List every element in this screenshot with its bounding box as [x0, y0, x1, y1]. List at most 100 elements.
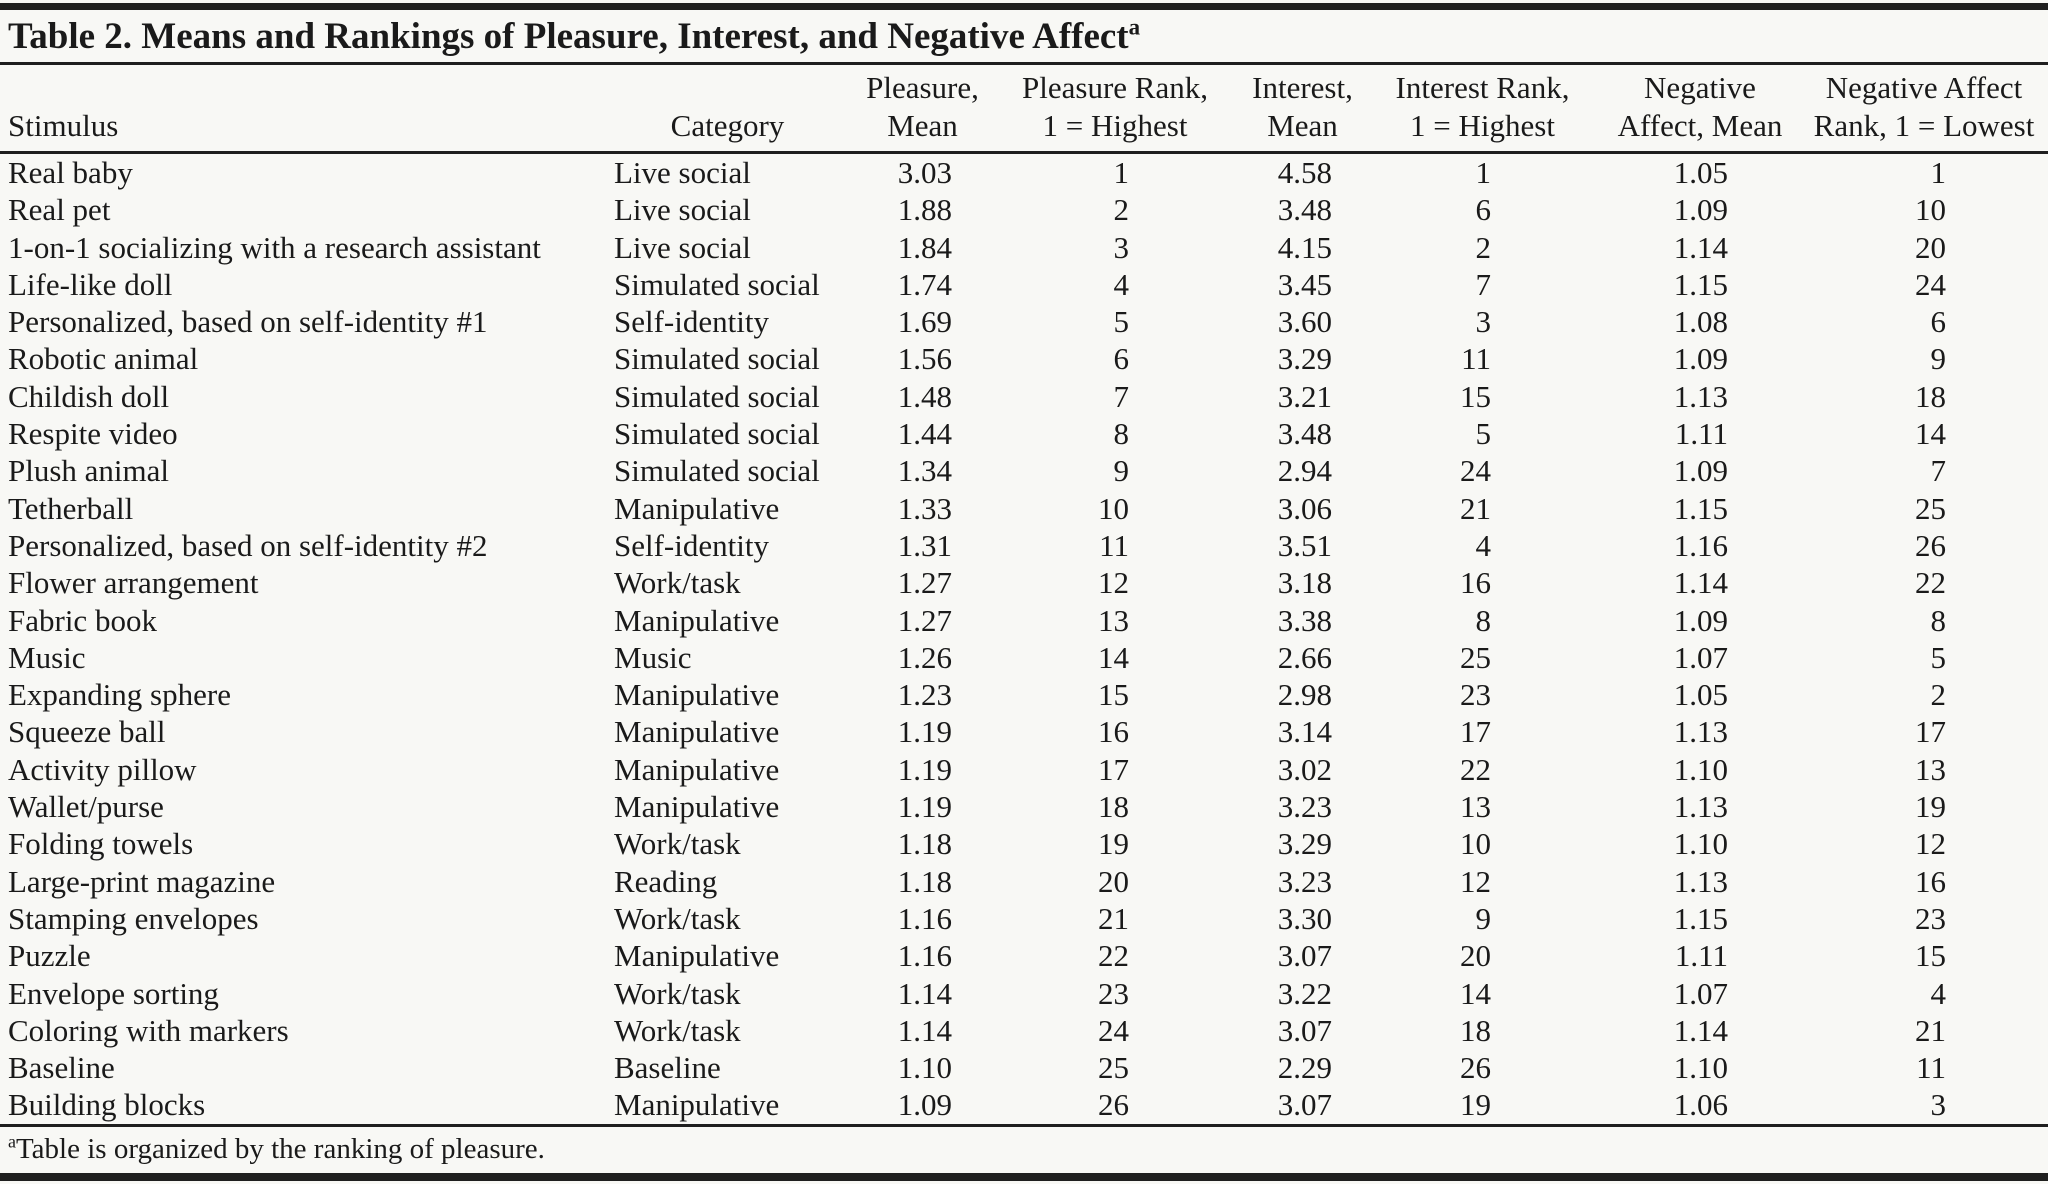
table-row: Large-print magazine Reading 1.18 20 3.2…	[0, 863, 2048, 900]
interest-rank-cell: 25	[1460, 639, 1491, 675]
category-cell: Live social	[614, 192, 751, 228]
footnote-marker: a	[8, 1131, 16, 1152]
category-cell: Manipulative	[614, 602, 780, 638]
category-cell: Manipulative	[614, 751, 780, 787]
column-header-stimulus: Stimulus	[8, 108, 119, 143]
pleasure-rank-cell: 9	[1113, 453, 1130, 489]
pleasure-rank-cell: 5	[1113, 304, 1130, 340]
interest-mean-cell: 3.29	[1277, 341, 1332, 377]
stimulus-cell: Life-like doll	[8, 266, 173, 302]
interest-mean-cell: 3.07	[1277, 1012, 1332, 1048]
category-cell: Manipulative	[614, 490, 780, 526]
interest-rank-cell: 10	[1460, 826, 1491, 862]
pleasure-mean-cell: 1.56	[897, 341, 952, 377]
table-row: Fabric book Manipulative 1.27 13 3.38 8 …	[0, 602, 2048, 639]
interest-mean-cell: 3.48	[1277, 192, 1332, 228]
interest-rank-cell: 18	[1460, 1012, 1491, 1048]
table-row: Flower arrangement Work/task 1.27 12 3.1…	[0, 564, 2048, 601]
negative-affect-mean-cell: 1.11	[1674, 938, 1728, 974]
negative-affect-rank-cell: 20	[1915, 229, 1946, 265]
negative-affect-mean-cell: 1.05	[1673, 155, 1728, 190]
interest-rank-cell: 19	[1460, 1087, 1491, 1123]
table-row: Building blocks Manipulative 1.09 26 3.0…	[0, 1086, 2048, 1125]
category-cell: Work/task	[614, 826, 741, 862]
negative-affect-mean-cell: 1.15	[1673, 900, 1728, 936]
negative-affect-mean-cell: 1.15	[1673, 266, 1728, 302]
stimulus-cell: Real pet	[8, 192, 111, 228]
pleasure-rank-cell: 24	[1098, 1012, 1129, 1048]
negative-affect-mean-cell: 1.14	[1673, 229, 1728, 265]
negative-affect-rank-cell: 5	[1930, 639, 1947, 675]
negative-affect-rank-cell: 17	[1915, 714, 1946, 750]
interest-mean-cell: 3.60	[1277, 304, 1332, 340]
table-row: Music Music 1.26 14 2.66 25 1.07 5	[0, 639, 2048, 676]
stimulus-cell: Puzzle	[8, 938, 91, 974]
table-row: Stamping envelopes Work/task 1.16 21 3.3…	[0, 900, 2048, 937]
pleasure-mean-cell: 1.19	[897, 751, 952, 787]
negative-affect-mean-cell: 1.07	[1673, 975, 1728, 1011]
negative-affect-rank-cell: 15	[1915, 938, 1946, 974]
negative-affect-rank-cell: 23	[1915, 900, 1946, 936]
pleasure-mean-cell: 1.88	[897, 192, 952, 228]
stimulus-cell: Plush animal	[8, 453, 170, 489]
pleasure-rank-cell: 2	[1113, 192, 1130, 228]
pleasure-rank-cell: 23	[1098, 975, 1129, 1011]
pleasure-mean-cell: 1.16	[897, 938, 952, 974]
pleasure-mean-cell: 1.09	[897, 1087, 952, 1123]
category-cell: Manipulative	[614, 714, 780, 750]
pleasure-rank-cell: 11	[1099, 527, 1129, 563]
column-header-pleasure-rank: Pleasure Rank, 1 = Highest	[1022, 70, 1208, 143]
table-row: Life-like doll Simulated social 1.74 4 3…	[0, 266, 2048, 303]
category-cell: Simulated social	[614, 416, 820, 452]
negative-affect-rank-cell: 16	[1915, 863, 1946, 899]
pleasure-mean-cell: 1.26	[897, 639, 952, 675]
negative-affect-rank-cell: 10	[1915, 192, 1946, 228]
stimulus-cell: Personalized, based on self-identity #2	[8, 527, 488, 563]
stimulus-cell: Building blocks	[8, 1087, 206, 1123]
table-row: Envelope sorting Work/task 1.14 23 3.22 …	[0, 975, 2048, 1012]
category-cell: Manipulative	[614, 789, 780, 825]
interest-rank-cell: 22	[1460, 751, 1491, 787]
table-title-text: Table 2. Means and Rankings of Pleasure,…	[8, 16, 1129, 57]
table-title: Table 2. Means and Rankings of Pleasure,…	[0, 10, 2048, 62]
negative-affect-rank-cell: 1	[1930, 155, 1947, 190]
negative-affect-rank-cell: 24	[1915, 266, 1946, 302]
stimulus-cell: Envelope sorting	[8, 975, 219, 1011]
pleasure-rank-cell: 4	[1113, 266, 1130, 302]
negative-affect-mean-cell: 1.10	[1673, 1050, 1728, 1086]
pleasure-rank-cell: 25	[1098, 1050, 1129, 1086]
column-header-interest-rank: Interest Rank, 1 = Highest	[1395, 70, 1570, 143]
interest-mean-cell: 3.22	[1277, 975, 1332, 1011]
category-cell: Simulated social	[614, 341, 820, 377]
stimulus-cell: Real baby	[8, 155, 133, 190]
interest-rank-cell: 17	[1460, 714, 1491, 750]
negative-affect-mean-cell: 1.13	[1673, 378, 1728, 414]
stimulus-cell: Activity pillow	[8, 751, 197, 787]
pleasure-rank-cell: 1	[1113, 155, 1130, 190]
category-cell: Live social	[614, 229, 751, 265]
negative-affect-rank-cell: 26	[1915, 527, 1946, 563]
table-row: 1-on-1 socializing with a research assis…	[0, 229, 2048, 266]
interest-mean-cell: 3.23	[1277, 863, 1332, 899]
table-row: Plush animal Simulated social 1.34 9 2.9…	[0, 452, 2048, 489]
negative-affect-mean-cell: 1.10	[1673, 826, 1728, 862]
negative-affect-mean-cell: 1.10	[1673, 751, 1728, 787]
stimulus-cell: Robotic animal	[8, 341, 199, 377]
negative-affect-rank-cell: 2	[1930, 677, 1947, 713]
negative-affect-mean-cell: 1.14	[1673, 565, 1728, 601]
interest-rank-cell: 23	[1460, 677, 1491, 713]
pleasure-mean-cell: 1.34	[897, 453, 952, 489]
pleasure-rank-cell: 10	[1098, 490, 1129, 526]
stimulus-cell: Tetherball	[8, 490, 134, 526]
negative-affect-mean-cell: 1.15	[1673, 490, 1728, 526]
category-cell: Manipulative	[614, 1087, 780, 1123]
stimulus-cell: Respite video	[8, 416, 178, 452]
table-row: Wallet/purse Manipulative 1.19 18 3.23 1…	[0, 788, 2048, 825]
pleasure-mean-cell: 1.69	[897, 304, 952, 340]
pleasure-rank-cell: 17	[1098, 751, 1129, 787]
interest-rank-cell: 6	[1475, 192, 1492, 228]
top-border-rule	[0, 3, 2048, 10]
interest-mean-cell: 3.38	[1277, 602, 1332, 638]
negative-affect-rank-cell: 25	[1915, 490, 1946, 526]
negative-affect-rank-cell: 19	[1915, 789, 1946, 825]
